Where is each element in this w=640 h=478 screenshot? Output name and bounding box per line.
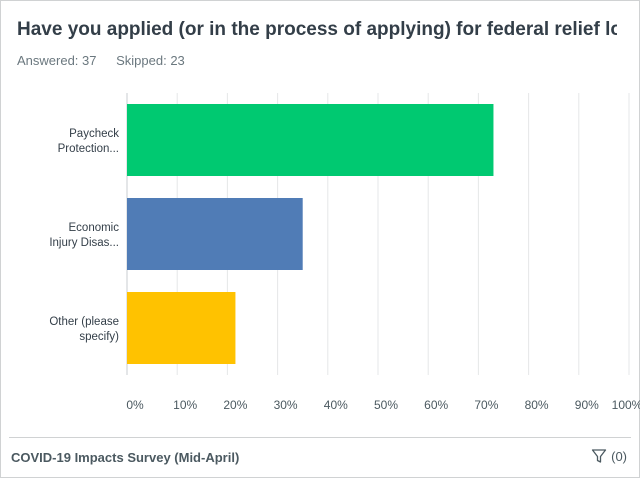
category-label-line: Protection... bbox=[58, 143, 119, 155]
question-title: Have you applied (or in the process of a… bbox=[17, 19, 617, 40]
x-tick-label: 10% bbox=[173, 398, 197, 412]
bar-chart: 0% 10% 20% 30% 40% 50% 60% 70% 80% 90% 100% Paychec… bbox=[49, 93, 640, 412]
x-tick-label: 20% bbox=[223, 398, 247, 412]
x-tick-label: 70% bbox=[474, 398, 498, 412]
x-tick-label: 30% bbox=[274, 398, 298, 412]
x-tick-label: 50% bbox=[374, 398, 398, 412]
bar bbox=[127, 292, 236, 364]
x-tick-label: 90% bbox=[575, 398, 599, 412]
skipped-count: Skipped: 23 bbox=[116, 53, 185, 68]
category-label-line: specify) bbox=[79, 331, 119, 343]
filter-button[interactable]: (0) bbox=[591, 448, 627, 464]
category-label-line: Injury Disas... bbox=[49, 237, 119, 249]
bar bbox=[127, 198, 303, 270]
category-label: Economic Injury Disas... bbox=[49, 222, 119, 249]
x-tick-label: 100% bbox=[612, 398, 640, 412]
category-label: Other (please specify) bbox=[49, 316, 119, 343]
filter-count: (0) bbox=[611, 448, 627, 464]
x-tick-label: 0% bbox=[126, 398, 144, 412]
x-tick-label: 40% bbox=[324, 398, 348, 412]
category-label-line: Paycheck bbox=[69, 128, 119, 140]
category-label: Paycheck Protection... bbox=[58, 128, 120, 155]
x-tick-label: 80% bbox=[525, 398, 549, 412]
survey-name: COVID-19 Impacts Survey (Mid-April) bbox=[11, 450, 240, 465]
category-label-line: Economic bbox=[69, 222, 120, 234]
category-label-line: Other (please bbox=[49, 316, 119, 328]
x-tick-label: 60% bbox=[424, 398, 448, 412]
bar bbox=[127, 104, 494, 176]
answered-count: Answered: 37 bbox=[17, 53, 97, 68]
funnel-icon bbox=[591, 449, 607, 463]
response-counts: Answered: 37 Skipped: 23 bbox=[17, 53, 185, 68]
footer: COVID-19 Impacts Survey (Mid-April) (0) bbox=[9, 437, 631, 478]
